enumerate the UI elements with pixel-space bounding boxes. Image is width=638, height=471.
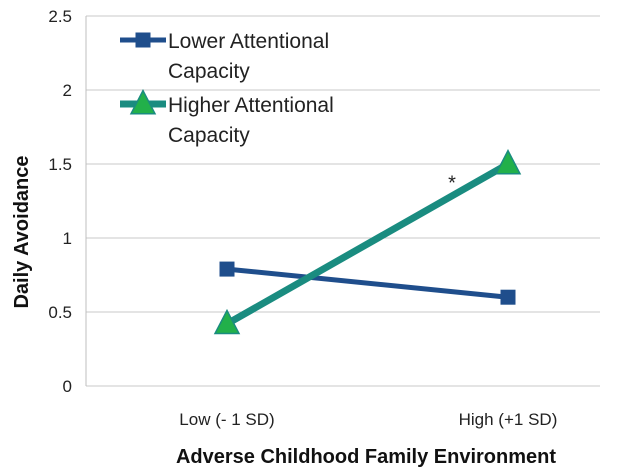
- triangle-marker: [213, 308, 241, 335]
- gridlines: [85, 15, 600, 387]
- triangle-marker: [129, 88, 157, 115]
- x-axis-title: Adverse Childhood Family Environment: [176, 446, 556, 468]
- significance-asterisk: *: [448, 172, 456, 194]
- series-line: [224, 266, 511, 300]
- y-axis-title: Daily Avoidance: [11, 155, 33, 308]
- series-line: [223, 160, 512, 328]
- legend-entry: Lower Attentional Capacity: [120, 30, 329, 83]
- legend-label: Capacity: [168, 124, 250, 147]
- legend-label: Lower Attentional: [168, 30, 329, 53]
- series-higher-attentional-capacity: [213, 148, 522, 335]
- x-tick-label: Low (- 1 SD): [179, 410, 274, 429]
- annotations: *: [448, 172, 456, 194]
- y-tick-label: 1: [63, 229, 72, 248]
- square-marker: [135, 32, 151, 48]
- triangle-marker: [494, 148, 522, 175]
- y-tick-label: 0: [63, 377, 72, 396]
- legend-label: Higher Attentional: [168, 94, 334, 117]
- legend-label: Capacity: [168, 60, 250, 83]
- series-group: [213, 148, 522, 335]
- square-marker: [500, 289, 516, 305]
- series-lower-attentional-capacity: [219, 261, 516, 305]
- square-marker: [219, 261, 235, 277]
- x-tick-label: High (+1 SD): [459, 410, 558, 429]
- x-tick-labels: Low (- 1 SD) High (+1 SD): [179, 410, 557, 429]
- y-tick-label: 0.5: [48, 303, 72, 322]
- y-tick-label: 2: [63, 81, 72, 100]
- y-tick-labels: 0 0.5 1 1.5 2 2.5: [48, 7, 72, 396]
- y-tick-label: 2.5: [48, 7, 72, 26]
- legend-entry: Higher Attentional Capacity: [120, 88, 334, 147]
- y-tick-label: 1.5: [48, 155, 72, 174]
